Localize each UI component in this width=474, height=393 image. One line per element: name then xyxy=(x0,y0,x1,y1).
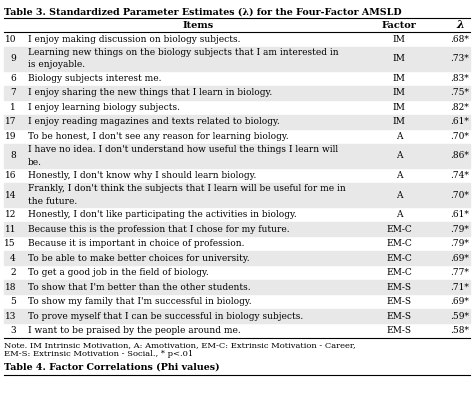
Text: EM-C: EM-C xyxy=(386,253,412,263)
Text: 8: 8 xyxy=(10,151,16,160)
Text: 18: 18 xyxy=(4,283,16,292)
Text: 6: 6 xyxy=(10,74,16,83)
Text: Table 3. Standardized Parameter Estimates (λ) for the Four-Factor AMSLD: Table 3. Standardized Parameter Estimate… xyxy=(4,8,401,17)
Bar xyxy=(4,183,470,208)
Text: Biology subjects interest me.: Biology subjects interest me. xyxy=(28,74,162,83)
Bar xyxy=(4,144,470,168)
Text: .69*: .69* xyxy=(451,253,469,263)
Text: I want to be praised by the people around me.: I want to be praised by the people aroun… xyxy=(28,326,241,335)
Text: A: A xyxy=(396,151,402,160)
Text: 5: 5 xyxy=(10,297,16,306)
Text: .71*: .71* xyxy=(451,283,469,292)
Text: To prove myself that I can be successful in biology subjects.: To prove myself that I can be successful… xyxy=(28,312,303,321)
Text: .68*: .68* xyxy=(451,35,469,44)
Text: 7: 7 xyxy=(10,88,16,97)
Text: I enjoy reading magazines and texts related to biology.: I enjoy reading magazines and texts rela… xyxy=(28,118,280,127)
Text: To show that I'm better than the other students.: To show that I'm better than the other s… xyxy=(28,283,251,292)
Text: .82*: .82* xyxy=(451,103,469,112)
Text: 3: 3 xyxy=(10,326,16,335)
Text: is enjoyable.: is enjoyable. xyxy=(28,61,85,70)
Text: .79*: .79* xyxy=(451,239,469,248)
Bar xyxy=(4,222,470,236)
Text: .70*: .70* xyxy=(451,132,469,141)
Text: I enjoy making discussion on biology subjects.: I enjoy making discussion on biology sub… xyxy=(28,35,240,44)
Text: To be able to make better choices for university.: To be able to make better choices for un… xyxy=(28,253,250,263)
Text: 19: 19 xyxy=(4,132,16,141)
Text: 4: 4 xyxy=(10,253,16,263)
Text: Learning new things on the biology subjects that I am interested in: Learning new things on the biology subje… xyxy=(28,48,338,57)
Text: .75*: .75* xyxy=(450,88,470,97)
Text: .83*: .83* xyxy=(451,74,469,83)
Bar xyxy=(4,309,470,323)
Text: .61*: .61* xyxy=(451,118,469,127)
Text: 14: 14 xyxy=(4,191,16,200)
Text: A: A xyxy=(396,191,402,200)
Text: .70*: .70* xyxy=(451,191,469,200)
Text: Honestly, I don't know why I should learn biology.: Honestly, I don't know why I should lear… xyxy=(28,171,256,180)
Text: IM: IM xyxy=(392,88,405,97)
Text: 1: 1 xyxy=(10,103,16,112)
Text: .74*: .74* xyxy=(451,171,469,180)
Text: A: A xyxy=(396,132,402,141)
Text: A: A xyxy=(396,210,402,219)
Text: Frankly, I don't think the subjects that I learn will be useful for me in: Frankly, I don't think the subjects that… xyxy=(28,184,346,193)
Text: Honestly, I don't like participating the activities in biology.: Honestly, I don't like participating the… xyxy=(28,210,297,219)
Bar xyxy=(4,86,470,100)
Text: EM-S: EM-S xyxy=(386,326,411,335)
Text: Table 4. Factor Correlations (Phi values): Table 4. Factor Correlations (Phi values… xyxy=(4,363,219,372)
Text: 17: 17 xyxy=(4,118,16,127)
Text: To get a good job in the field of biology.: To get a good job in the field of biolog… xyxy=(28,268,209,277)
Text: I enjoy learning biology subjects.: I enjoy learning biology subjects. xyxy=(28,103,180,112)
Text: .79*: .79* xyxy=(451,225,469,233)
Text: the future.: the future. xyxy=(28,196,77,206)
Text: I have no idea. I don't understand how useful the things I learn will: I have no idea. I don't understand how u… xyxy=(28,145,338,154)
Bar xyxy=(4,251,470,265)
Text: .77*: .77* xyxy=(451,268,469,277)
Text: A: A xyxy=(396,171,402,180)
Text: IM: IM xyxy=(392,118,405,127)
Text: IM: IM xyxy=(392,35,405,44)
Text: 10: 10 xyxy=(4,35,16,44)
Text: To show my family that I'm successful in biology.: To show my family that I'm successful in… xyxy=(28,297,252,306)
Text: Factor: Factor xyxy=(382,20,417,29)
Text: .73*: .73* xyxy=(451,54,469,63)
Text: 12: 12 xyxy=(5,210,16,219)
Text: .58*: .58* xyxy=(450,326,470,335)
Text: 15: 15 xyxy=(4,239,16,248)
Text: 16: 16 xyxy=(4,171,16,180)
Text: Because this is the profession that I chose for my future.: Because this is the profession that I ch… xyxy=(28,225,290,233)
Text: I enjoy sharing the new things that I learn in biology.: I enjoy sharing the new things that I le… xyxy=(28,88,272,97)
Text: λ: λ xyxy=(456,20,464,31)
Text: Note. IM Intrinsic Motivation, A: Amotivation, EM-C: Extrinsic Motivation - Care: Note. IM Intrinsic Motivation, A: Amotiv… xyxy=(4,341,355,349)
Text: .61*: .61* xyxy=(451,210,469,219)
Text: IM: IM xyxy=(392,103,405,112)
Text: .59*: .59* xyxy=(450,312,470,321)
Text: 11: 11 xyxy=(4,225,16,233)
Text: EM-S: EM-S xyxy=(386,312,411,321)
Text: EM-C: EM-C xyxy=(386,225,412,233)
Text: be.: be. xyxy=(28,158,42,167)
Bar xyxy=(4,115,470,129)
Text: 13: 13 xyxy=(5,312,16,321)
Text: EM-C: EM-C xyxy=(386,268,412,277)
Text: 9: 9 xyxy=(10,54,16,63)
Text: 2: 2 xyxy=(10,268,16,277)
Bar xyxy=(4,46,470,71)
Text: Items: Items xyxy=(182,20,214,29)
Bar xyxy=(4,280,470,294)
Text: EM-S: EM-S xyxy=(386,297,411,306)
Text: Because it is important in choice of profession.: Because it is important in choice of pro… xyxy=(28,239,245,248)
Text: IM: IM xyxy=(392,54,405,63)
Text: EM-S: Extrinsic Motivation - Social., * p<.01: EM-S: Extrinsic Motivation - Social., * … xyxy=(4,350,193,358)
Text: EM-S: EM-S xyxy=(386,283,411,292)
Text: EM-C: EM-C xyxy=(386,239,412,248)
Text: .69*: .69* xyxy=(451,297,469,306)
Text: .86*: .86* xyxy=(451,151,469,160)
Text: IM: IM xyxy=(392,74,405,83)
Text: To be honest, I don't see any reason for learning biology.: To be honest, I don't see any reason for… xyxy=(28,132,289,141)
